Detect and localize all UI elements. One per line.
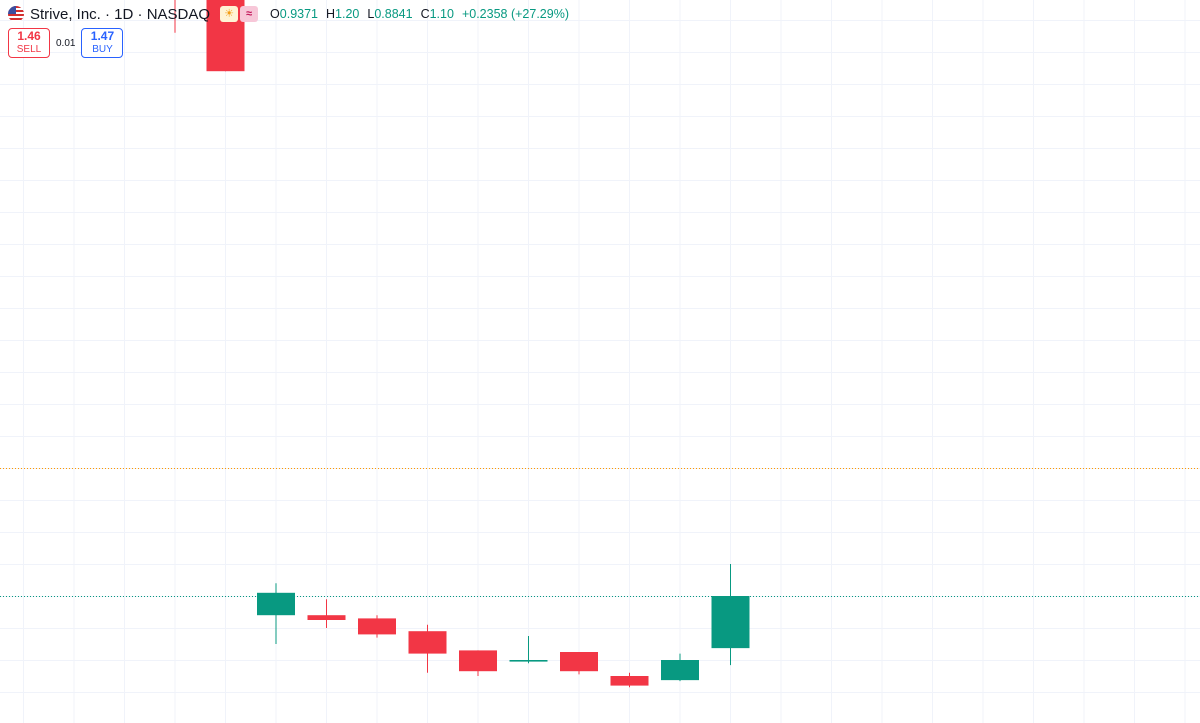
candle xyxy=(661,653,699,682)
sell-label: SELL xyxy=(16,44,42,56)
candle-body xyxy=(358,618,396,635)
candle xyxy=(610,672,649,688)
candle-body xyxy=(408,631,447,654)
candle xyxy=(560,652,598,675)
us-flag-icon xyxy=(8,6,24,22)
symbol-header: Strive, Inc. · 1D · NASDAQ ☀ ≈ O0.9371 H… xyxy=(8,4,569,24)
candle-body xyxy=(459,650,497,672)
ohlc-values: O0.9371 H1.20 L0.8841 C1.10 +0.2358 (+27… xyxy=(270,7,569,21)
spread-value: 0.01 xyxy=(56,37,76,49)
candle-body xyxy=(509,660,548,662)
candle xyxy=(459,650,497,676)
high-value: 1.20 xyxy=(335,7,360,21)
sun-icon[interactable]: ☀ xyxy=(220,6,239,22)
candle xyxy=(408,624,447,673)
open-value: 0.9371 xyxy=(279,7,319,21)
open-label: O xyxy=(270,7,280,21)
candle xyxy=(174,0,176,33)
buy-button[interactable]: 1.47 BUY xyxy=(81,28,124,58)
trade-panel: 1.46 SELL 0.01 1.47 BUY xyxy=(8,28,124,58)
wave-icon[interactable]: ≈ xyxy=(240,6,259,22)
high-label: H xyxy=(326,7,336,21)
candle xyxy=(257,583,295,644)
candle-body xyxy=(560,652,598,672)
candle-body xyxy=(711,596,750,649)
low-value: 0.8841 xyxy=(374,7,413,21)
close-label: C xyxy=(420,7,430,21)
close-value: 1.10 xyxy=(429,7,454,21)
candle-body xyxy=(257,592,295,616)
candle-body xyxy=(307,615,346,620)
low-label: L xyxy=(367,7,375,21)
candle-body xyxy=(661,660,699,681)
sell-price: 1.46 xyxy=(17,29,41,44)
change-value: +0.2358 (+27.29%) xyxy=(461,7,569,21)
candle-body xyxy=(610,676,649,686)
candle xyxy=(509,636,548,664)
buy-price: 1.47 xyxy=(90,29,115,44)
sell-button[interactable]: 1.46 SELL xyxy=(8,28,50,58)
buy-label: BUY xyxy=(92,44,113,56)
reference-lines xyxy=(0,468,1200,597)
candle xyxy=(711,564,750,666)
symbol-title[interactable]: Strive, Inc. · 1D · NASDAQ xyxy=(30,5,211,23)
candle xyxy=(358,615,396,638)
candle xyxy=(307,599,346,628)
